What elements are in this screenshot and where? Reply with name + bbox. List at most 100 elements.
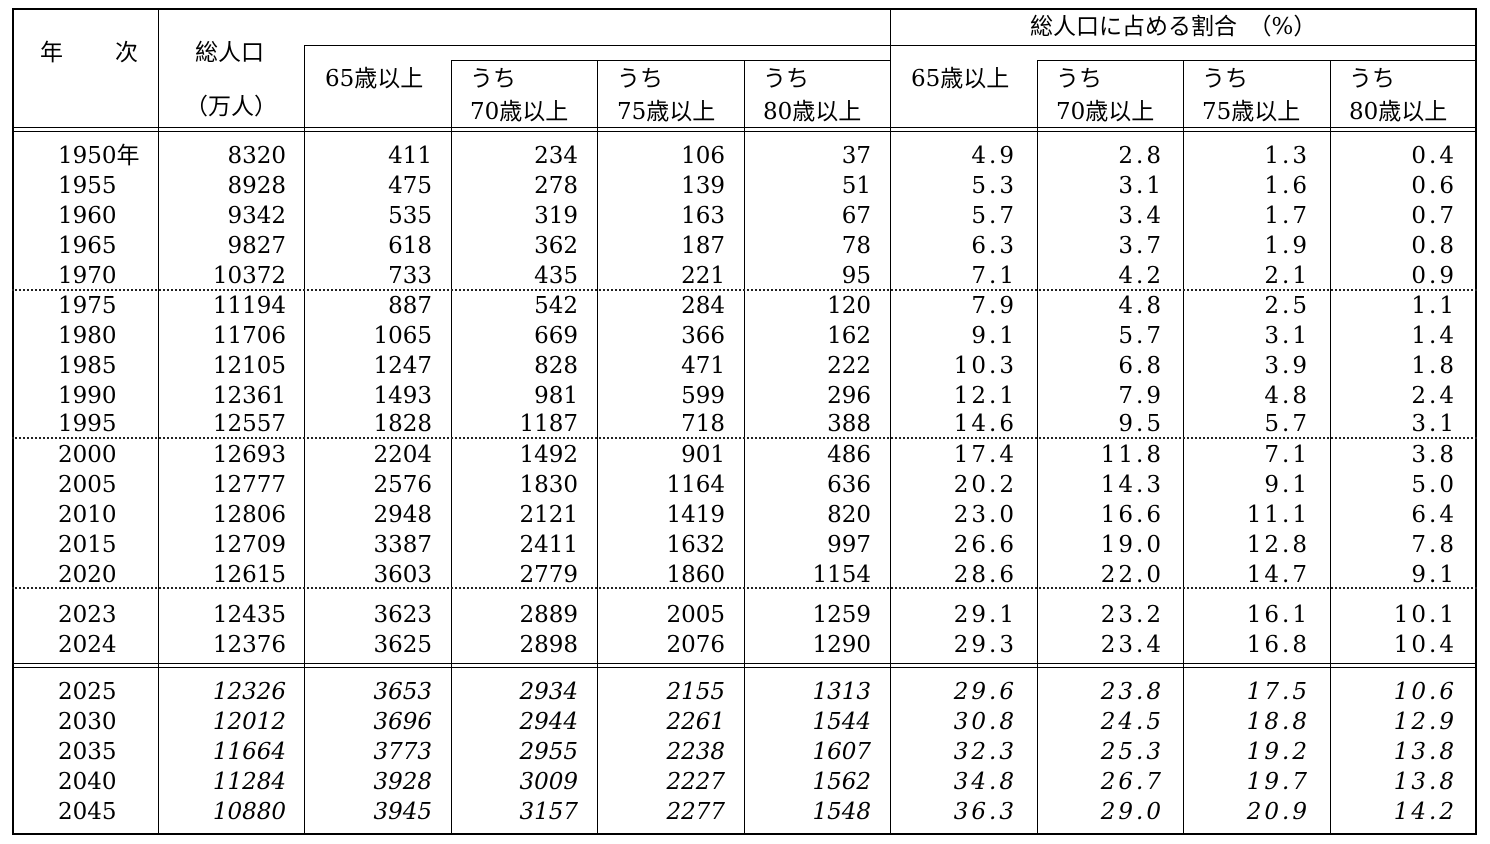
age75-ratio-cell: 17.5 (1246, 679, 1310, 705)
age75-count-cell: 599 (681, 383, 725, 409)
uchi-label: うち (1056, 66, 1102, 92)
year-cell: 1960 (58, 203, 117, 229)
total-population-cell: 12806 (212, 502, 286, 528)
age80-count-cell: 997 (827, 532, 871, 558)
total-population-cell: 8320 (227, 143, 286, 169)
total-population-cell: 12615 (212, 562, 286, 588)
age80-count-cell: 78 (841, 233, 871, 259)
age80-count-cell: 486 (827, 442, 871, 468)
col-divider (890, 8, 891, 835)
age65-ratio-cell: 4.9 (971, 143, 1017, 169)
age80-ratio-cell: 14.2 (1393, 799, 1457, 825)
table-row: 2040 11284 3928 3009 2227 1562 34.8 26.7 19.7 13.… (0, 767, 1490, 797)
table-row: 2005 12777 2576 1830 1164 636 20.2 14.3 9.1 5.0 (0, 470, 1490, 500)
age75-ratio-cell: 18.8 (1246, 709, 1310, 735)
age70-count-cell: 3009 (519, 769, 578, 795)
age65-count-cell: 535 (388, 203, 432, 229)
age70-ratio-cell: 3.4 (1118, 203, 1164, 229)
col-divider (1183, 60, 1184, 835)
ratio-age80-header: 80歳以上 (1349, 99, 1448, 125)
age80-count-cell: 636 (827, 472, 871, 498)
age65-count-cell: 1828 (373, 411, 432, 437)
age70-count-cell: 669 (534, 323, 578, 349)
age80-ratio-cell: 12.9 (1393, 709, 1457, 735)
total-population-cell: 11664 (212, 739, 286, 765)
age80-count-cell: 1607 (812, 739, 871, 765)
age75-count-cell: 139 (681, 173, 725, 199)
age75-ratio-cell: 20.9 (1246, 799, 1310, 825)
age70-ratio-cell: 26.7 (1100, 769, 1164, 795)
uchi-label: うち (763, 66, 809, 92)
age80-ratio-cell: 1.4 (1411, 323, 1457, 349)
age80-count-cell: 1548 (812, 799, 871, 825)
age75-count-cell: 1632 (666, 532, 725, 558)
age75-ratio-cell: 1.9 (1264, 233, 1310, 259)
uchi-label: うち (470, 66, 516, 92)
age70-count-cell: 2898 (519, 632, 578, 658)
year-cell: 1970 (58, 263, 117, 289)
age75-count-cell: 366 (681, 323, 725, 349)
age80-count-cell: 1544 (812, 709, 871, 735)
total-population-cell: 12777 (212, 472, 286, 498)
table-row: 1965 9827 618 362 187 78 6.3 3.7 1.9 0.8 (0, 231, 1490, 261)
age75-count-cell: 2277 (666, 799, 725, 825)
age80-count-cell: 296 (827, 383, 871, 409)
age80-count-cell: 1290 (812, 632, 871, 658)
year-cell: 2040 (58, 769, 117, 795)
age75-ratio-cell: 4.8 (1264, 383, 1310, 409)
age75-count-cell: 1419 (666, 502, 725, 528)
age75-count-cell: 471 (681, 353, 725, 379)
age70-ratio-cell: 11.8 (1100, 442, 1164, 468)
age70-ratio-cell: 16.6 (1100, 502, 1164, 528)
age70-count-cell: 234 (534, 143, 578, 169)
age65-ratio-cell: 7.9 (971, 293, 1017, 319)
age75-ratio-cell: 7.1 (1264, 442, 1310, 468)
age65-count-cell: 2576 (373, 472, 432, 498)
age75-count-cell: 1164 (666, 472, 725, 498)
age65-count-cell: 2948 (373, 502, 432, 528)
ratio-group-header: 総人口に占める割合 （%） (1030, 14, 1317, 40)
age75-count-cell: 163 (681, 203, 725, 229)
age80-count-cell: 67 (841, 203, 871, 229)
age80-count-cell: 162 (827, 323, 871, 349)
total-population-cell: 12557 (212, 411, 286, 437)
age75-ratio-cell: 12.8 (1246, 532, 1310, 558)
total-population-cell: 10880 (212, 799, 286, 825)
table-row: 2023 12435 3623 2889 2005 1259 29.1 23.2 16.1 10.… (0, 600, 1490, 630)
uchi-label: うち (1349, 66, 1395, 92)
total-population-cell: 11284 (212, 769, 286, 795)
age80-count-cell: 37 (841, 143, 871, 169)
table-row: 2025 12326 3653 2934 2155 1313 29.6 23.8 17.5 10.… (0, 677, 1490, 707)
age65-header: 65歳以上 (325, 66, 424, 92)
age65-ratio-cell: 6.3 (971, 233, 1017, 259)
age65-ratio-cell: 10.3 (953, 353, 1017, 379)
age70-count-cell: 319 (534, 203, 578, 229)
age80-ratio-cell: 5.0 (1411, 472, 1457, 498)
year-cell: 2005 (58, 472, 117, 498)
age65-ratio-cell: 29.6 (953, 679, 1017, 705)
year-cell: 1965 (58, 233, 117, 259)
age70-ratio-cell: 14.3 (1100, 472, 1164, 498)
age75-count-cell: 2005 (666, 602, 725, 628)
age65-ratio-cell: 14.6 (953, 411, 1017, 437)
age75-count-cell: 718 (681, 411, 725, 437)
age65-count-cell: 3387 (373, 532, 432, 558)
age75-count-cell: 2238 (666, 739, 725, 765)
age70-count-cell: 2889 (519, 602, 578, 628)
table-row: 2010 12806 2948 2121 1419 820 23.0 16.6 11.1 6.4 (0, 500, 1490, 530)
year-cell: 2025 (58, 679, 117, 705)
age65-ratio-cell: 34.8 (953, 769, 1017, 795)
age65-count-cell: 3623 (373, 602, 432, 628)
table-row: 2000 12693 2204 1492 901 486 17.4 11.8 7.1 3.8 (0, 440, 1490, 470)
age70-ratio-cell: 19.0 (1100, 532, 1164, 558)
age80-ratio-cell: 10.1 (1393, 602, 1457, 628)
age70-count-cell: 2411 (519, 532, 578, 558)
year-cell: 1995 (58, 411, 117, 437)
year-cell: 2010 (58, 502, 117, 528)
total-population-cell: 10372 (212, 263, 286, 289)
col-divider (1037, 60, 1038, 835)
col-divider (451, 60, 452, 835)
age70-ratio-cell: 3.1 (1118, 173, 1164, 199)
table-row: 1980 11706 1065 669 366 162 9.1 5.7 3.1 1.4 (0, 321, 1490, 351)
year-cell: 1985 (58, 353, 117, 379)
